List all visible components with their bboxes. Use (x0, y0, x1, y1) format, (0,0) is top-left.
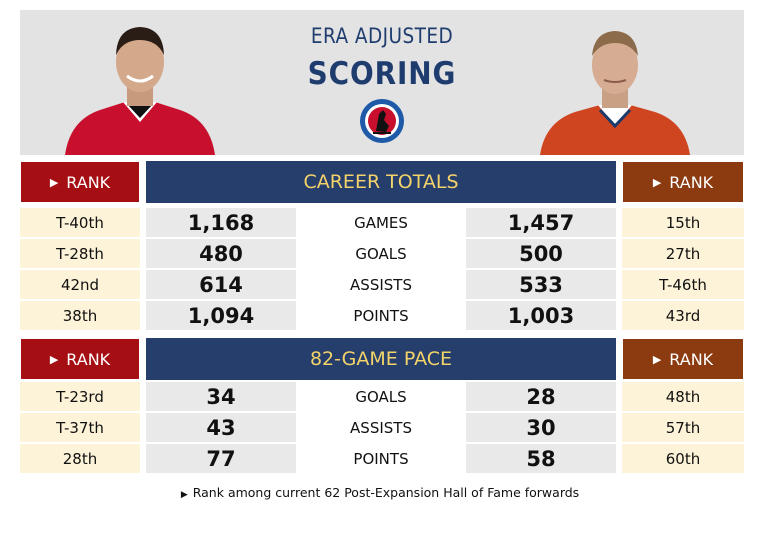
right-player-photo (540, 31, 690, 155)
pace-row-left-value: 43 (146, 413, 296, 442)
career-row-right-rank: T-46th (622, 270, 744, 299)
career-row-left-rank: 42nd (20, 270, 140, 299)
pace-row-right-value: 30 (466, 413, 616, 442)
career-row-left-value: 614 (146, 270, 296, 299)
career-row-left-rank: T-40th (20, 208, 140, 237)
career-row-right-rank: 27th (622, 239, 744, 268)
career-row-right-value: 1,003 (466, 301, 616, 330)
pace-row-left-value: 77 (146, 444, 296, 473)
pace-row-left-rank: T-23rd (20, 382, 140, 411)
career-row-label: POINTS (296, 301, 466, 330)
triangle-right-icon: ▶ (49, 352, 59, 366)
career-row-left-rank: 38th (20, 301, 140, 330)
career-row-label: ASSISTS (296, 270, 466, 299)
left-rank-header-label: RANK (66, 349, 111, 369)
career-row-right-rank: 43rd (622, 301, 744, 330)
left-rank-header-label: RANK (66, 172, 111, 192)
header-title: SCORING (307, 56, 457, 92)
career-row-right-value: 500 (466, 239, 616, 268)
career-row-left-value: 1,094 (146, 301, 296, 330)
pace-row-left-rank: T-37th (20, 413, 140, 442)
right-rank-header-label: RANK (669, 349, 714, 369)
pace-row-right-value: 28 (466, 382, 616, 411)
career-row-right-value: 1,457 (466, 208, 616, 237)
pace-row-right-rank: 57th (622, 413, 744, 442)
pace-row-label: ASSISTS (296, 413, 466, 442)
pace-row-label: POINTS (296, 444, 466, 473)
footnote-text: Rank among current 62 Post-Expansion Hal… (192, 485, 580, 500)
career-row-right-value: 533 (466, 270, 616, 299)
hockey-hall-of-fame-logo-icon (360, 99, 404, 143)
career-row-left-rank: T-28th (20, 239, 140, 268)
pace-row-left-value: 34 (146, 382, 296, 411)
career-row-label: GAMES (296, 208, 466, 237)
triangle-right-icon: ▶ (180, 490, 188, 500)
pace-header: 82-GAME PACE (146, 338, 616, 380)
career-totals-header: CAREER TOTALS (146, 161, 616, 203)
career-row-label: GOALS (296, 239, 466, 268)
triangle-right-icon: ▶ (49, 175, 59, 189)
footnote: ▶ Rank among current 62 Post-Expansion Ha… (0, 485, 760, 500)
triangle-right-icon: ▶ (652, 175, 662, 189)
left-rank-header: ▶ RANK (20, 338, 140, 380)
pace-row-right-rank: 48th (622, 382, 744, 411)
triangle-right-icon: ▶ (652, 352, 662, 366)
career-row-right-rank: 15th (622, 208, 744, 237)
pace-row-right-value: 58 (466, 444, 616, 473)
right-rank-header-label: RANK (669, 172, 714, 192)
pace-row-right-rank: 60th (622, 444, 744, 473)
right-rank-header: ▶ RANK (622, 161, 744, 203)
right-rank-header: ▶ RANK (622, 338, 744, 380)
header-banner: ERA ADJUSTED SCORING (20, 10, 744, 155)
header-subtitle: ERA ADJUSTED (310, 24, 454, 48)
pace-row-label: GOALS (296, 382, 466, 411)
left-rank-header: ▶ RANK (20, 161, 140, 203)
pace-row-left-rank: 28th (20, 444, 140, 473)
career-row-left-value: 480 (146, 239, 296, 268)
career-row-left-value: 1,168 (146, 208, 296, 237)
left-player-photo (65, 27, 215, 155)
